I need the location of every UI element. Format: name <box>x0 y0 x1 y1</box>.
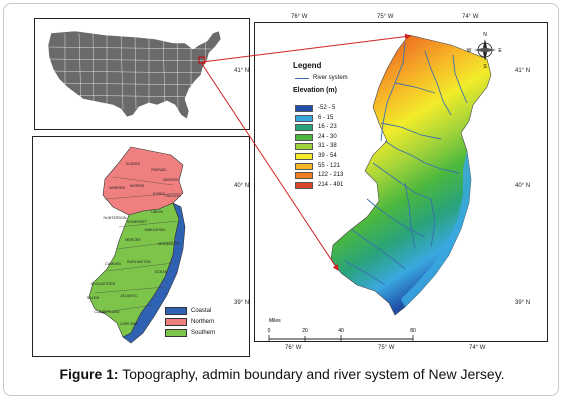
caption-label: Figure 1: <box>59 366 119 382</box>
river-line <box>394 82 436 94</box>
figure-caption: Figure 1: Topography, admin boundary and… <box>0 366 564 382</box>
county-label: BERGEN <box>163 178 179 182</box>
axis-right-1: 40° N <box>515 183 531 189</box>
scale-unit: Miles <box>269 318 281 324</box>
elevation-label: 24 - 30 <box>318 133 337 140</box>
scale-bar <box>268 335 414 341</box>
compass-n: N <box>483 32 487 38</box>
elevation-label: 31 - 38 <box>318 143 337 150</box>
scale-tick-0: 0 <box>268 328 271 334</box>
usa-inset-map <box>34 18 250 130</box>
county-label: BURLINGTON <box>127 260 151 264</box>
nj-regions-map: SUSSEX PASSAIC WARREN MORRIS BERGEN ESSEX HUDS… <box>32 136 250 357</box>
county-label: SOMERSET <box>127 220 148 224</box>
county-label: MIDDLESEX <box>145 228 166 232</box>
county-label: MONMOUTH <box>158 242 180 246</box>
axis-right-0: 41° N <box>515 68 531 74</box>
elevation-label: 122 - 213 <box>318 172 344 179</box>
river-line <box>404 182 416 250</box>
elevation-swatch <box>295 162 313 170</box>
region-swatch <box>165 307 187 315</box>
usa-outline <box>47 30 222 120</box>
river-line <box>372 162 432 200</box>
region-swatch <box>165 329 187 337</box>
river-line <box>424 50 452 116</box>
compass-w: W <box>467 48 472 54</box>
elevation-map: N S E W Miles 0 20 40 80 Legend River sy… <box>254 22 548 342</box>
usa-map-svg <box>47 30 222 120</box>
county-label: CAPE MAY <box>120 322 139 326</box>
coastal-lowland <box>401 151 471 307</box>
scale-tick-1: 20 <box>302 328 308 334</box>
elevation-swatch <box>295 133 313 141</box>
figure-frame <box>3 3 559 396</box>
elevation-label: 39 - 54 <box>318 153 337 159</box>
axis-top-1: 75° W <box>377 14 394 20</box>
elevation-label: 16 - 23 <box>318 124 337 131</box>
county-label: OCEAN <box>155 270 168 274</box>
county-label: GLOUCESTER <box>91 282 116 286</box>
river-line <box>380 122 442 140</box>
compass-s: S <box>483 64 487 70</box>
legend-title: Legend <box>293 61 322 70</box>
county-label: CUMBERLAND <box>94 310 120 314</box>
elevation-swatch <box>295 105 313 112</box>
elevation-swatch <box>295 181 313 189</box>
county-label: PASSAIC <box>151 168 167 172</box>
axis-top-2: 74° W <box>462 14 479 20</box>
county-label: SALEM <box>87 296 99 300</box>
county-label: WARREN <box>109 186 125 190</box>
county-label: CAMDEN <box>105 262 121 266</box>
county-label: SUSSEX <box>126 162 141 166</box>
axis-right-2: 39° N <box>515 300 531 306</box>
county-label: HUDSON <box>165 194 181 198</box>
county-label: MERCER <box>125 238 141 242</box>
region-label: Coastal <box>191 308 212 314</box>
axis-bottom-1: 75° W <box>378 345 395 351</box>
elevation-map-svg: N S E W Miles 0 20 40 80 <box>268 32 502 341</box>
elevation-swatch <box>295 124 313 132</box>
elevation-swatch <box>295 153 313 160</box>
elevation-legend-title: Elevation (m) <box>293 87 337 94</box>
region-label: Northern <box>191 319 215 325</box>
river-legend-label: River system <box>313 75 348 81</box>
compass-e: E <box>498 48 502 54</box>
county-labels: SUSSEX PASSAIC WARREN MORRIS BERGEN ESSEX HUDS… <box>87 162 181 326</box>
county-label: MORRIS <box>130 184 145 188</box>
river-line <box>384 140 460 174</box>
river-line <box>430 198 436 248</box>
elevation-label: 55 - 121 <box>318 162 341 169</box>
axis-left-1: 40° N <box>234 183 250 189</box>
county-label: UNION <box>151 210 163 214</box>
axis-top-0: 76° W <box>291 14 308 20</box>
caption-text: Topography, admin boundary and river sys… <box>118 366 505 382</box>
county-label: HUNTERDON <box>104 216 127 220</box>
compass-rose <box>474 39 496 61</box>
river-legend-line <box>295 78 309 80</box>
axis-left-2: 39° N <box>234 300 250 306</box>
river-line <box>366 198 426 238</box>
scale-tick-3: 80 <box>410 328 416 334</box>
county-borders <box>94 176 182 314</box>
elevation-swatch <box>295 143 313 151</box>
region-label: Southern <box>191 330 216 336</box>
elevation-swatch <box>295 114 313 122</box>
axis-left-0: 41° N <box>234 68 250 74</box>
axis-bottom-0: 76° W <box>285 345 302 351</box>
county-label: ESSEX <box>153 192 166 196</box>
elevation-label: -52 - 5 <box>318 105 336 111</box>
regions-map-svg: SUSSEX PASSAIC WARREN MORRIS BERGEN ESSEX HUDS… <box>87 146 186 344</box>
axis-bottom-2: 74° W <box>469 345 486 351</box>
region-swatch <box>165 318 187 326</box>
region-coastal <box>122 202 186 344</box>
elevation-swatch <box>295 172 313 180</box>
elevation-label: 6 - 15 <box>318 114 334 121</box>
river-line <box>350 228 406 270</box>
river-line <box>344 260 386 286</box>
river-line <box>452 54 468 104</box>
elevation-label: 214 - 491 <box>318 181 344 188</box>
scale-tick-2: 40 <box>338 328 344 334</box>
county-label: ATLANTIC <box>120 294 138 298</box>
